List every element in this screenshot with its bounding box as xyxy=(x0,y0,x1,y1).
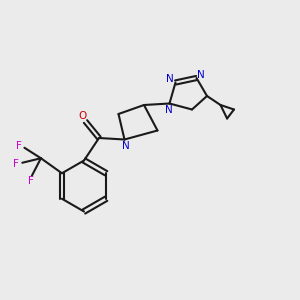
Text: F: F xyxy=(28,176,34,186)
Text: N: N xyxy=(166,74,173,85)
Text: N: N xyxy=(165,105,173,115)
Text: O: O xyxy=(78,110,87,121)
Text: N: N xyxy=(122,141,130,151)
Text: F: F xyxy=(16,141,22,151)
Text: F: F xyxy=(14,159,19,169)
Text: N: N xyxy=(197,70,205,80)
